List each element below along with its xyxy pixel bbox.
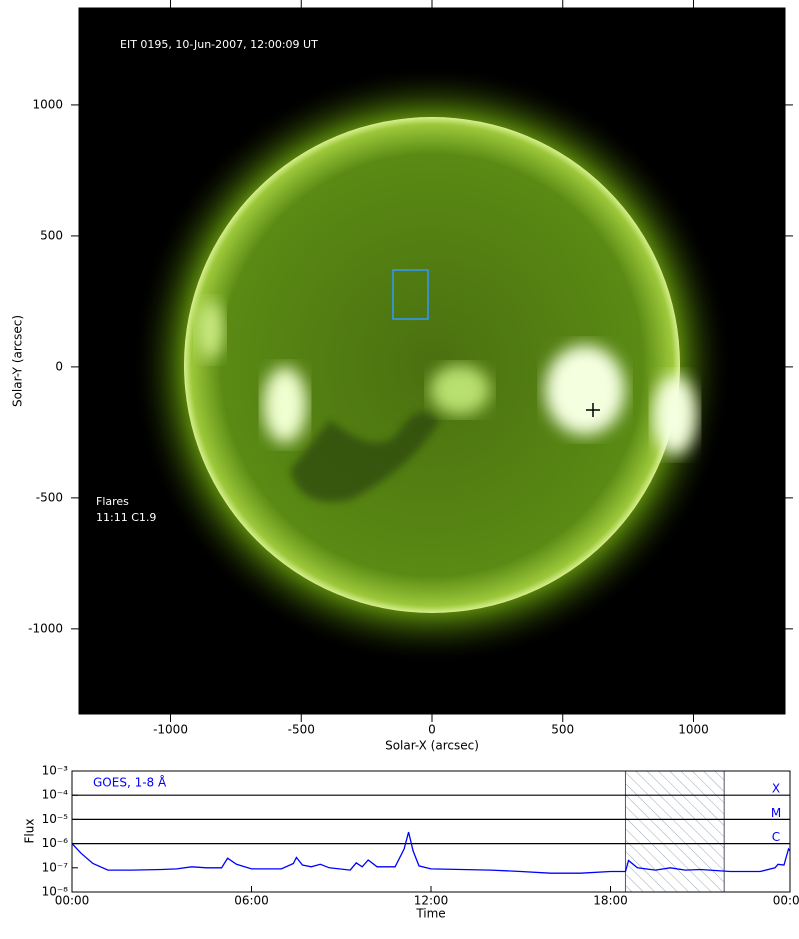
y-tick-label: 1000: [32, 97, 63, 111]
y-axis-label: Flux: [23, 819, 37, 844]
image-title: EIT 0195, 10-Jun-2007, 12:00:09 UT: [120, 38, 318, 51]
x-tick-label: 1000: [678, 723, 709, 737]
y-tick-label: -1000: [28, 621, 63, 635]
x-tick-label: 18:00: [593, 894, 628, 908]
y-tick-label: 10⁻⁴: [42, 788, 69, 802]
solar-image: [79, 8, 785, 714]
y-tick-label: 10⁻⁸: [42, 885, 69, 899]
y-tick-label: -500: [36, 490, 63, 504]
y-tick-label: 10⁻⁵: [42, 812, 69, 826]
goes-title: GOES, 1-8 Å: [93, 775, 167, 790]
flux-line: [71, 831, 791, 874]
x-tick-label: 0: [428, 723, 436, 737]
flare-entry: 11:11 C1.9: [96, 511, 156, 524]
y-tick-label: 10⁻³: [42, 764, 69, 778]
flares-title: Flares: [96, 495, 129, 508]
x-tick-label: 00:00: [55, 894, 90, 908]
y-tick-label: 10⁻⁶: [42, 836, 69, 850]
x-tick-label: -500: [288, 723, 315, 737]
y-axis-label: Solar-Y (arcsec): [11, 315, 25, 407]
class-level-label: X: [772, 782, 780, 796]
x-axis-label: Solar-X (arcsec): [385, 739, 479, 753]
time-window: [624, 770, 725, 893]
y-tick-label: 0: [55, 359, 63, 373]
x-axis-label: Time: [415, 907, 445, 921]
x-tick-label: 00:00: [773, 894, 799, 908]
x-tick-label: 06:00: [234, 894, 269, 908]
x-tick-label: 12:00: [414, 894, 449, 908]
y-tick-label: 10⁻⁷: [42, 860, 69, 874]
x-tick-label: -1000: [153, 723, 188, 737]
class-level-label: M: [771, 806, 781, 820]
x-tick-label: 500: [551, 723, 574, 737]
class-level-label: C: [772, 830, 780, 844]
y-tick-label: 500: [40, 228, 63, 242]
